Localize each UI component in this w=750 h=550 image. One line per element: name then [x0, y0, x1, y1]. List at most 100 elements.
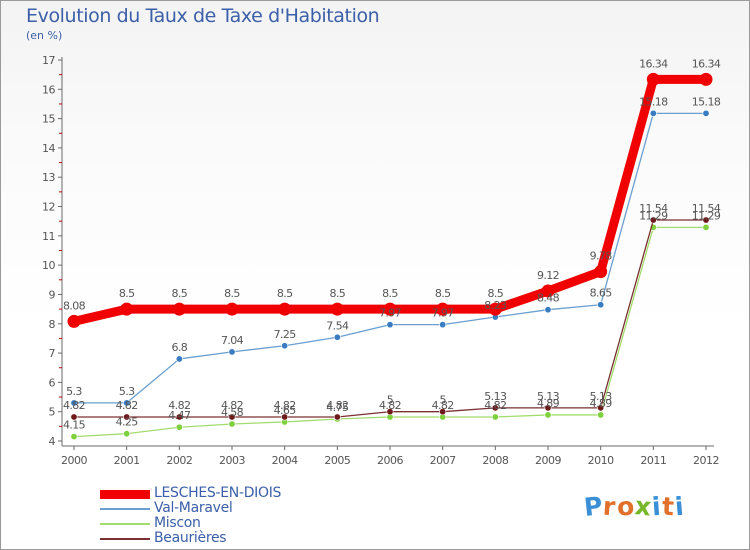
y-tick-label: 10	[42, 259, 55, 272]
data-point	[597, 404, 605, 412]
data-point	[597, 411, 605, 419]
data-point	[597, 301, 605, 309]
data-point	[649, 109, 657, 117]
y-unit-label: (en %)	[26, 29, 63, 42]
y-tick-label: 5	[49, 406, 56, 419]
logo-letter: o	[615, 491, 636, 522]
data-label: 4.82	[326, 399, 348, 412]
data-label: 15.18	[639, 95, 668, 108]
data-label: 5.13	[590, 390, 613, 403]
x-tick-label: 2007	[430, 454, 456, 467]
data-label: 8.5	[171, 287, 187, 300]
data-point	[70, 433, 78, 441]
data-label: 4.89	[537, 397, 560, 410]
data-label: 4.58	[221, 406, 244, 419]
data-label: 8.65	[590, 287, 613, 300]
data-point	[123, 430, 131, 438]
data-point	[491, 413, 499, 421]
data-label: 16.34	[692, 57, 721, 70]
legend-swatch	[100, 508, 150, 510]
legend-swatch	[100, 489, 150, 499]
data-label: 4.82	[63, 399, 85, 412]
data-label: 5.13	[537, 390, 560, 403]
data-label: 4.82	[432, 399, 454, 412]
data-label: 9.12	[537, 269, 559, 282]
data-point	[702, 216, 710, 224]
data-point	[646, 72, 660, 86]
data-label: 4.15	[63, 419, 86, 432]
data-point	[649, 216, 657, 224]
data-label: 4.75	[326, 401, 349, 414]
data-label: 7.97	[432, 307, 455, 320]
x-tick-label: 2000	[61, 454, 87, 467]
data-point	[172, 302, 186, 316]
x-tick-label: 2002	[166, 454, 192, 467]
data-label: 8.5	[487, 287, 503, 300]
series-line-0	[69, 74, 711, 326]
data-point	[439, 408, 447, 416]
data-label: 4.47	[168, 409, 191, 422]
data-label: 4.82	[221, 399, 243, 412]
data-point	[333, 333, 341, 341]
data-point	[386, 408, 394, 416]
data-point	[699, 72, 713, 86]
data-label: 4.82	[379, 399, 401, 412]
data-label: 8.5	[224, 287, 240, 300]
data-point	[436, 302, 450, 316]
data-point	[544, 404, 552, 412]
y-tick-label: 14	[42, 142, 55, 155]
data-point	[175, 413, 183, 421]
data-point	[175, 355, 183, 363]
x-tick-label: 2010	[588, 454, 614, 467]
y-tick-label: 12	[42, 201, 55, 214]
data-point	[175, 423, 183, 431]
x-tick-label: 2012	[693, 454, 719, 467]
legend-swatch	[100, 538, 150, 540]
data-label: 4.65	[274, 404, 297, 417]
data-label: 4.25	[116, 416, 139, 429]
data-point	[123, 399, 131, 407]
data-label: 7.97	[379, 307, 402, 320]
legend-swatch	[100, 523, 150, 525]
data-label: 4.82	[274, 399, 296, 412]
chart-title: Evolution du Taux de Taxe d'Habitation	[26, 5, 380, 27]
data-label: 5	[387, 394, 394, 407]
data-label: 6.8	[171, 341, 187, 354]
data-point	[70, 413, 78, 421]
data-label: 15.18	[692, 95, 721, 108]
data-point	[67, 314, 81, 328]
data-point	[228, 420, 236, 428]
data-point	[225, 302, 239, 316]
data-point	[70, 399, 78, 407]
data-label: 8.5	[435, 287, 451, 300]
data-label: 4.82	[116, 399, 138, 412]
data-label: 11.29	[639, 209, 668, 222]
legend-label: Miscon	[154, 515, 201, 531]
data-point	[228, 348, 236, 356]
data-point	[702, 109, 710, 117]
x-tick-label: 2009	[535, 454, 561, 467]
y-tick-label: 11	[42, 230, 55, 243]
x-tick-label: 2004	[272, 454, 298, 467]
legend-label: Val-Maravel	[154, 500, 233, 516]
data-label: 5	[439, 394, 446, 407]
x-tick-label: 2005	[324, 454, 350, 467]
data-label: 7.04	[221, 334, 244, 347]
data-label: 8.48	[537, 292, 560, 305]
y-tick-label: 8	[49, 318, 56, 331]
data-point	[228, 413, 236, 421]
data-point	[488, 302, 502, 316]
data-label: 11.54	[639, 202, 668, 215]
data-label: 8.08	[63, 299, 86, 312]
data-label: 8.5	[382, 287, 398, 300]
data-point	[439, 321, 447, 329]
data-label: 8.5	[277, 287, 293, 300]
x-tick-label: 2003	[219, 454, 245, 467]
data-point	[281, 413, 289, 421]
data-point	[541, 284, 555, 298]
data-label: 11.29	[692, 209, 721, 222]
data-label: 7.54	[326, 319, 349, 332]
logo-letter: i	[673, 491, 686, 522]
